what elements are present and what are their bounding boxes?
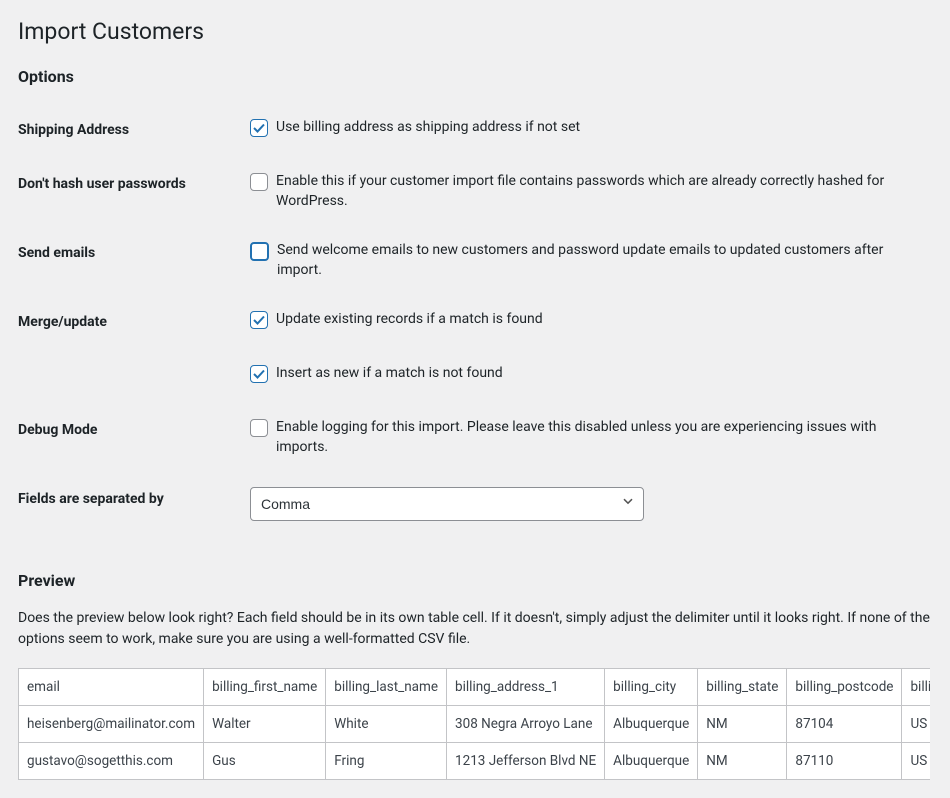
send-emails-checkbox[interactable] [250, 242, 269, 261]
merge-update-label: Merge/update [18, 296, 250, 350]
merge-update-checkbox-1[interactable] [250, 311, 268, 329]
preview-cell: US [902, 706, 930, 743]
delimiter-select[interactable]: Comma [250, 487, 644, 521]
preview-cell: NM [698, 706, 787, 743]
preview-cell: US [902, 743, 930, 780]
preview-column-header: billing_state [698, 669, 787, 706]
preview-column-header: billing_last_name [326, 669, 447, 706]
preview-cell: 308 Negra Arroyo Lane [447, 706, 605, 743]
preview-section: Preview Does the preview below look righ… [18, 571, 932, 780]
preview-column-header: billing_city [605, 669, 698, 706]
merge-update-checkbox-label-1[interactable]: Update existing records if a match is fo… [276, 310, 543, 330]
preview-cell: gustavo@sogetthis.com [19, 743, 204, 780]
shipping-address-label: Shipping Address [18, 104, 250, 158]
preview-description: Does the preview below look right? Each … [18, 608, 932, 650]
check-icon [252, 367, 266, 381]
options-form-table: Shipping Address Use billing address as … [18, 104, 932, 537]
shipping-address-checkbox[interactable] [250, 119, 268, 137]
preview-column-header: billing [902, 669, 930, 706]
preview-cell: heisenberg@mailinator.com [19, 706, 204, 743]
preview-column-header: billing_first_name [204, 669, 326, 706]
preview-table: emailbilling_first_namebilling_last_name… [18, 668, 930, 780]
send-emails-checkbox-label[interactable]: Send welcome emails to new customers and… [277, 241, 922, 280]
preview-table-wrapper: emailbilling_first_namebilling_last_name… [18, 668, 930, 780]
debug-mode-checkbox[interactable] [250, 419, 268, 437]
dont-hash-checkbox-label[interactable]: Enable this if your customer import file… [276, 172, 922, 211]
check-icon [252, 121, 266, 135]
options-heading: Options [18, 67, 932, 86]
preview-cell: Gus [204, 743, 326, 780]
preview-heading: Preview [18, 571, 932, 590]
table-row: heisenberg@mailinator.comWalterWhite308 … [19, 706, 931, 743]
preview-column-header: billing_postcode [787, 669, 902, 706]
preview-cell: Albuquerque [605, 706, 698, 743]
shipping-address-checkbox-label[interactable]: Use billing address as shipping address … [276, 118, 580, 138]
preview-cell: Albuquerque [605, 743, 698, 780]
merge-update-checkbox-2[interactable] [250, 365, 268, 383]
delimiter-label: Fields are separated by [18, 473, 250, 537]
debug-mode-label: Debug Mode [18, 404, 250, 473]
preview-cell: 87104 [787, 706, 902, 743]
preview-column-header: email [19, 669, 204, 706]
debug-mode-checkbox-label[interactable]: Enable logging for this import. Please l… [276, 418, 922, 457]
merge-update-checkbox-label-2[interactable]: Insert as new if a match is not found [276, 364, 503, 384]
preview-cell: White [326, 706, 447, 743]
preview-cell: Fring [326, 743, 447, 780]
preview-cell: 87110 [787, 743, 902, 780]
preview-cell: Walter [204, 706, 326, 743]
dont-hash-label: Don't hash user passwords [18, 158, 250, 227]
preview-cell: 1213 Jefferson Blvd NE [447, 743, 605, 780]
page-title: Import Customers [18, 18, 932, 45]
dont-hash-checkbox[interactable] [250, 173, 268, 191]
table-row: gustavo@sogetthis.comGusFring1213 Jeffer… [19, 743, 931, 780]
preview-cell: NM [698, 743, 787, 780]
send-emails-label: Send emails [18, 227, 250, 296]
preview-column-header: billing_address_1 [447, 669, 605, 706]
check-icon [252, 313, 266, 327]
